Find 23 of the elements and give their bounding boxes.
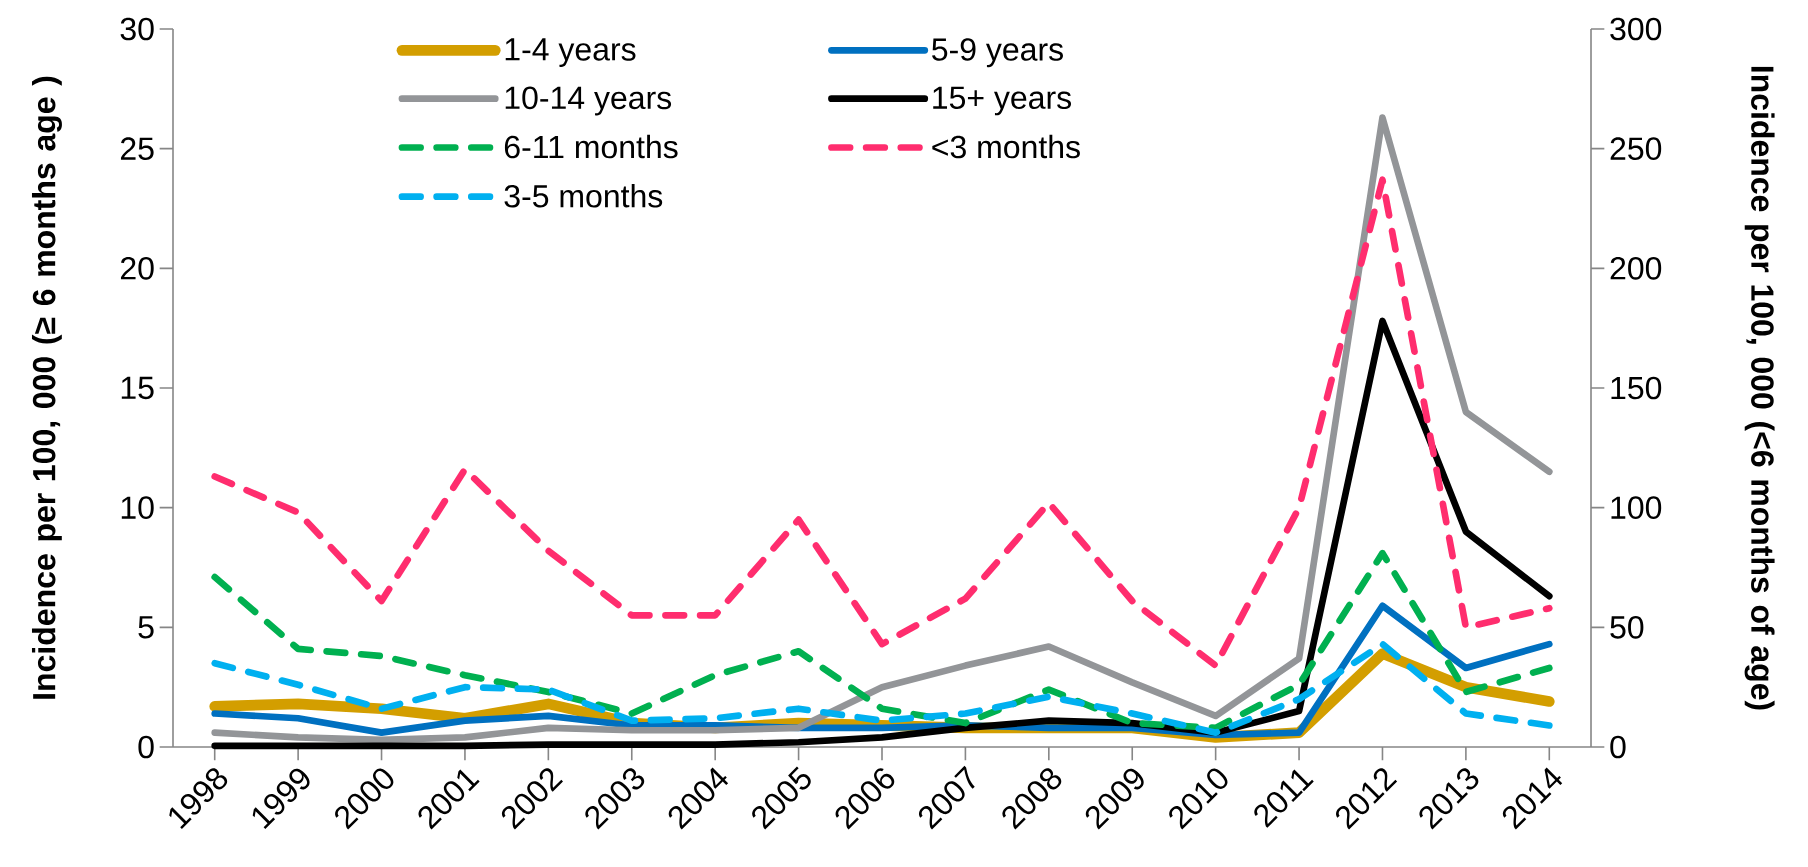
y-tick-label: 5: [138, 616, 154, 639]
y2-tick-label: 150: [1611, 376, 1662, 400]
y-axis-title: Incidence per 100, 000 (≥ 6 months age ): [31, 76, 62, 699]
y-tick-label: 0: [138, 735, 154, 759]
y-tick-label: 30: [120, 17, 154, 41]
y2-tick-label: 0: [1610, 735, 1626, 759]
y2-tick-label: 200: [1610, 257, 1662, 280]
y-tick-label: 10: [121, 496, 154, 519]
legend-label: 3-5 months: [504, 184, 663, 208]
legend-label: <3 months: [932, 134, 1080, 159]
legend-label: 5-9 years: [932, 38, 1063, 68]
legend-label: 10-14 years: [505, 86, 672, 116]
y2-tick-label: 300: [1610, 17, 1662, 41]
legend-label: 1-4 years: [505, 38, 636, 68]
y2-tick-label: 50: [1610, 616, 1644, 639]
y-tick-label: 15: [121, 376, 154, 400]
y2-tick-label: 250: [1610, 137, 1662, 160]
legend-label: 6-11 months: [504, 134, 678, 159]
y-tick-label: 20: [120, 257, 154, 280]
y2-axis-title: Incidence per 100, 000 (<6 months of age): [1744, 66, 1775, 710]
y-tick-label: 25: [120, 137, 154, 160]
legend-label: 15+ years: [933, 86, 1072, 116]
y2-tick-label: 100: [1611, 496, 1662, 519]
